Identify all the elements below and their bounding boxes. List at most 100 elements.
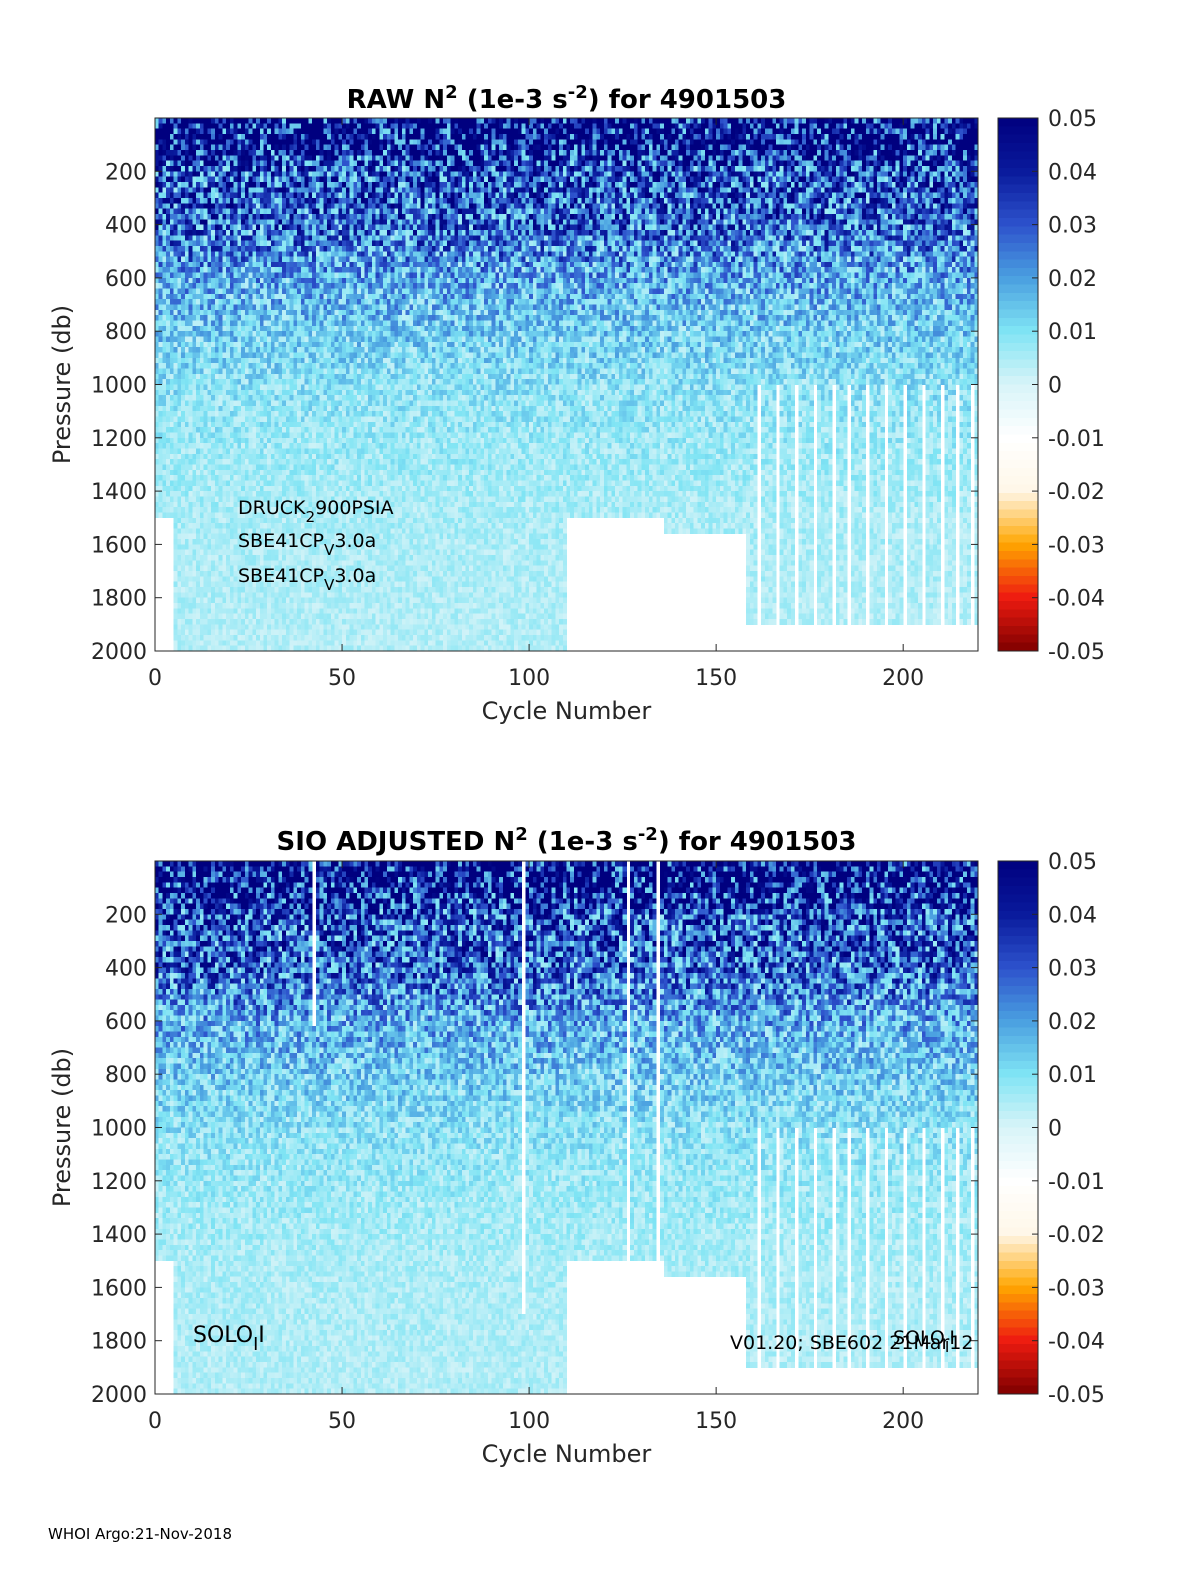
heatmap-cell (185, 321, 189, 327)
heatmap-cell (290, 257, 294, 263)
heatmap-cell (271, 219, 275, 225)
heatmap-cell (331, 251, 335, 257)
heatmap-cell (282, 635, 286, 641)
heatmap-cell (215, 385, 219, 391)
heatmap-cell (286, 470, 290, 476)
heatmap-cell (155, 337, 159, 343)
heatmap-cell (245, 555, 249, 561)
heatmap-cell (305, 395, 309, 401)
heatmap-cell (316, 416, 320, 422)
heatmap-cell (335, 353, 339, 359)
heatmap-cell (342, 630, 346, 636)
heatmap-cell (241, 257, 245, 263)
heatmap-cell (271, 395, 275, 401)
heatmap-cell (308, 353, 312, 359)
heatmap-cell (245, 129, 249, 135)
heatmap-cell (275, 363, 279, 369)
heatmap-cell (320, 246, 324, 252)
heatmap-cell (204, 182, 208, 188)
heatmap-cell (219, 123, 223, 129)
heatmap-cell (230, 491, 234, 497)
heatmap-cell (230, 187, 234, 193)
heatmap-cell (234, 624, 238, 630)
heatmap-cell (301, 480, 305, 486)
heatmap-cell (207, 315, 211, 321)
heatmap-cell (159, 283, 163, 289)
heatmap-cell (200, 507, 204, 513)
heatmap-cell (174, 491, 178, 497)
heatmap-cell (286, 123, 290, 129)
heatmap-cell (263, 587, 267, 593)
heatmap-cell (174, 353, 178, 359)
heatmap-cell (185, 560, 189, 566)
heatmap-cell (249, 193, 253, 199)
heatmap-cell (170, 448, 174, 454)
heatmap-cell (204, 305, 208, 311)
heatmap-cell (312, 486, 316, 492)
heatmap-cell (215, 614, 219, 620)
heatmap-cell (293, 299, 297, 305)
heatmap-cell (338, 155, 342, 161)
heatmap-cell (275, 182, 279, 188)
heatmap-cell (327, 379, 331, 385)
heatmap-cell (267, 145, 271, 151)
heatmap-cell (245, 603, 249, 609)
heatmap-cell (260, 166, 264, 172)
heatmap-cell (230, 464, 234, 470)
heatmap-cell (166, 369, 170, 375)
heatmap-cell (211, 315, 215, 321)
heatmap-cell (263, 347, 267, 353)
heatmap-cell (219, 480, 223, 486)
heatmap-cell (196, 251, 200, 257)
heatmap-cell (263, 619, 267, 625)
heatmap-cell (159, 209, 163, 215)
heatmap-cell (207, 411, 211, 417)
heatmap-cell (189, 139, 193, 145)
heatmap-cell (301, 416, 305, 422)
heatmap-cell (290, 251, 294, 257)
heatmap-cell (271, 230, 275, 236)
heatmap-cell (166, 422, 170, 428)
heatmap-cell (275, 315, 279, 321)
heatmap-cell (189, 353, 193, 359)
heatmap-cell (234, 321, 238, 327)
heatmap-cell (327, 619, 331, 625)
heatmap-cell (252, 129, 256, 135)
heatmap-cell (252, 203, 256, 209)
heatmap-cell (305, 374, 309, 380)
heatmap-cell (301, 310, 305, 316)
heatmap-cell (222, 347, 226, 353)
heatmap-cell (192, 566, 196, 572)
heatmap-cell (249, 523, 253, 529)
heatmap-cell (200, 443, 204, 449)
heatmap-cell (263, 155, 267, 161)
heatmap-cell (278, 283, 282, 289)
heatmap-cell (192, 177, 196, 183)
heatmap-cell (215, 363, 219, 369)
heatmap-cell (290, 225, 294, 231)
heatmap-cell (271, 438, 275, 444)
heatmap-cell (275, 358, 279, 364)
heatmap-cell (226, 353, 230, 359)
heatmap-cell (305, 438, 309, 444)
heatmap-cell (177, 241, 181, 247)
heatmap-cell (174, 347, 178, 353)
heatmap-cell (323, 251, 327, 257)
heatmap-cell (278, 294, 282, 300)
heatmap-cell (338, 166, 342, 172)
heatmap-cell (159, 257, 163, 263)
heatmap-cell (338, 299, 342, 305)
heatmap-cell (177, 603, 181, 609)
heatmap-cell (301, 337, 305, 343)
heatmap-cell (249, 619, 253, 625)
heatmap-cell (293, 395, 297, 401)
heatmap-cell (293, 614, 297, 620)
heatmap-cell (159, 512, 163, 518)
heatmap-cell (263, 150, 267, 156)
heatmap-cell (245, 273, 249, 279)
heatmap-cell (185, 358, 189, 364)
heatmap-cell (263, 459, 267, 465)
heatmap-cell (159, 187, 163, 193)
heatmap-cell (312, 438, 316, 444)
heatmap-cell (234, 225, 238, 231)
